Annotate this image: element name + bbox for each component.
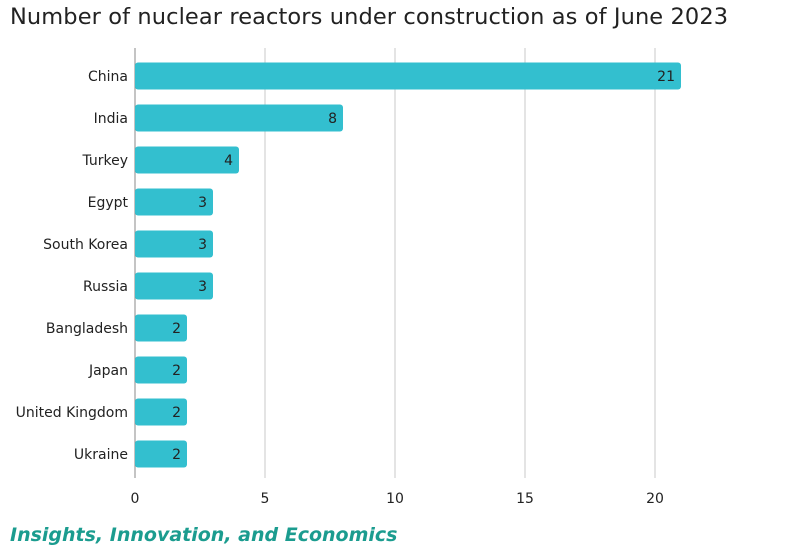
- bar: [135, 314, 187, 342]
- bar-value-label: 2: [172, 321, 181, 337]
- x-tick-label: 5: [261, 491, 270, 507]
- bar-value-label: 2: [172, 363, 181, 379]
- category-label: Ukraine: [74, 447, 128, 463]
- bar: [135, 104, 343, 132]
- bar-value-label: 2: [172, 447, 181, 463]
- category-label: China: [88, 69, 128, 85]
- category-label: India: [94, 111, 128, 127]
- x-tick-label: 10: [386, 491, 404, 507]
- bar-value-label: 3: [198, 195, 207, 211]
- bar: [135, 356, 187, 384]
- x-tick-label: 20: [646, 491, 664, 507]
- bar: [135, 230, 213, 258]
- category-label: Bangladesh: [46, 321, 128, 337]
- bar-value-label: 21: [657, 69, 675, 85]
- bar-value-label: 3: [198, 279, 207, 295]
- category-label: United Kingdom: [16, 405, 128, 421]
- bar-value-label: 4: [224, 153, 233, 169]
- bar: [135, 440, 187, 468]
- bar: [135, 62, 681, 90]
- x-axis: 0 5 10 15 20: [131, 491, 664, 507]
- footer-credit: Insights, Innovation, and Economics: [10, 524, 398, 546]
- bar: [135, 272, 213, 300]
- category-label: Egypt: [88, 195, 129, 211]
- category-label: Turkey: [81, 153, 128, 169]
- x-tick-label: 15: [516, 491, 534, 507]
- x-tick-label: 0: [131, 491, 140, 507]
- category-label: South Korea: [43, 237, 128, 253]
- chart-title: Number of nuclear reactors under constru…: [10, 4, 729, 30]
- category-label: Russia: [83, 279, 128, 295]
- bar-value-label: 2: [172, 405, 181, 421]
- bar-value-label: 8: [328, 111, 337, 127]
- bar: [135, 188, 213, 216]
- bar: [135, 398, 187, 426]
- category-label: Japan: [88, 363, 128, 379]
- category-labels: China India Turkey Egypt South Korea Russia Ba…: [16, 69, 129, 463]
- bars: 21 8 4 3 3 3 2 2 2 2: [135, 62, 681, 468]
- bar-value-label: 3: [198, 237, 207, 253]
- bar: [135, 146, 239, 174]
